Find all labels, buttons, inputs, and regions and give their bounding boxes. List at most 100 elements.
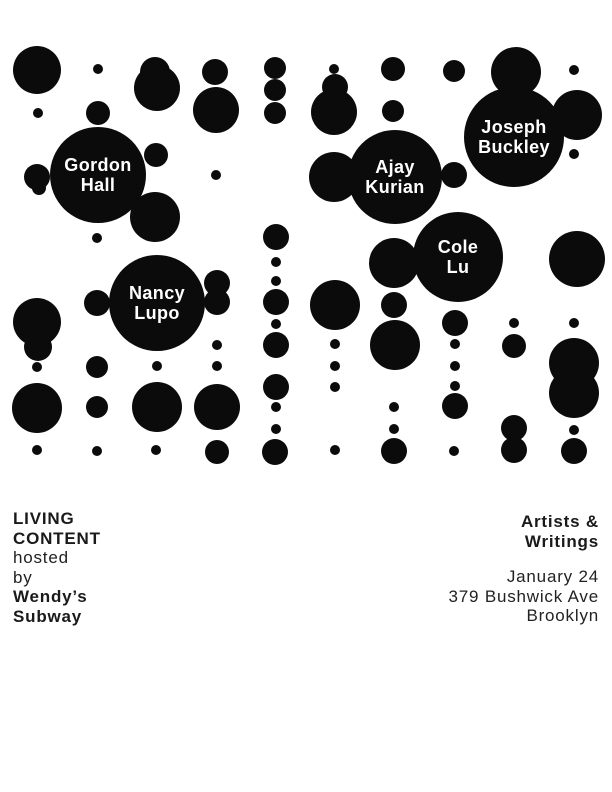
dot [502, 334, 526, 358]
dot [569, 65, 579, 75]
dot [193, 87, 239, 133]
dot [152, 361, 162, 371]
dot [501, 437, 527, 463]
dot [13, 46, 61, 94]
dot [310, 280, 360, 330]
event-title-line-2: Writings [524, 531, 599, 551]
event-hosts: LIVING CONTENT hosted by Wendy’s Subway [13, 509, 101, 626]
dot [263, 332, 289, 358]
dot [330, 361, 340, 371]
dot [202, 59, 228, 85]
hosted-line: hosted [13, 548, 69, 567]
artist-circle-gordon-hall: Gordon Hall [50, 127, 146, 223]
dot [134, 65, 180, 111]
dot [32, 445, 42, 455]
dot [381, 292, 407, 318]
dot [84, 290, 110, 316]
dot [552, 90, 602, 140]
dot [93, 64, 103, 74]
artist-name-joseph-buckley: Joseph Buckley [478, 117, 550, 157]
dot [13, 298, 61, 346]
event-title-line-1: Artists & [520, 512, 599, 531]
dot [501, 415, 527, 441]
dot [211, 170, 221, 180]
dot [491, 47, 541, 97]
dot [132, 382, 182, 432]
dot [330, 445, 340, 455]
dot [263, 374, 289, 400]
dot [330, 382, 340, 392]
dot [92, 446, 102, 456]
dot [271, 424, 281, 434]
artist-circle-joseph-buckley: Joseph Buckley [464, 87, 564, 187]
dot [86, 101, 110, 125]
artist-circle-shape [348, 130, 442, 224]
dot [264, 79, 286, 101]
dot [151, 445, 161, 455]
event-details: Artists & Writings January 24 379 Bushwi… [449, 512, 599, 626]
wendys-subway-line-1: Wendy’s [13, 587, 88, 606]
dot [24, 333, 52, 361]
dot [204, 289, 230, 315]
dot [381, 438, 407, 464]
artist-name-cole-lu: Cole Lu [438, 237, 479, 277]
dot [509, 318, 519, 328]
artist-circle-shape [464, 87, 564, 187]
dot [271, 402, 281, 412]
dot [450, 339, 460, 349]
dot [264, 57, 286, 79]
dot [92, 233, 102, 243]
dot [311, 89, 357, 135]
dot [389, 402, 399, 412]
dot [441, 162, 467, 188]
dot [212, 361, 222, 371]
dot [86, 396, 108, 418]
dot [561, 438, 587, 464]
dot [330, 339, 340, 349]
artist-circle-cole-lu: Cole Lu [413, 212, 503, 302]
dot [569, 318, 579, 328]
artist-circle-shape [50, 127, 146, 223]
dot [130, 192, 180, 242]
dot [442, 310, 468, 336]
living-content-line-1: LIVING [13, 509, 75, 528]
artist-name-gordon-hall: Gordon Hall [64, 155, 131, 195]
artist-circle-ajay-kurian: Ajay Kurian [348, 130, 442, 224]
dot [32, 181, 46, 195]
dot [12, 383, 62, 433]
dot [212, 340, 222, 350]
by-line: by [13, 567, 33, 587]
dot [262, 439, 288, 465]
dot [271, 319, 281, 329]
artist-name-nancy-lupo: Nancy Lupo [129, 283, 185, 323]
artist-circle-shape [109, 255, 205, 351]
artist-name-ajay-kurian: Ajay Kurian [365, 157, 424, 197]
dot [549, 231, 605, 287]
event-city: Brooklyn [526, 606, 599, 625]
dot [370, 320, 420, 370]
dot [382, 100, 404, 122]
dot [442, 393, 468, 419]
living-content-line-2: CONTENT [13, 528, 101, 548]
dot [263, 224, 289, 250]
dot [33, 108, 43, 118]
artist-circle-nancy-lupo: Nancy Lupo [109, 255, 205, 351]
dot [389, 424, 399, 434]
dot [271, 257, 281, 267]
dot [450, 361, 460, 371]
dot [32, 362, 42, 372]
artist-circle-shape [413, 212, 503, 302]
dot [205, 440, 229, 464]
wendys-subway-line-2: Subway [13, 606, 83, 626]
dot [549, 368, 599, 418]
event-date: January 24 [506, 567, 599, 586]
dot [263, 289, 289, 315]
dot [271, 276, 281, 286]
dot [194, 384, 240, 430]
dot [569, 425, 579, 435]
dot [381, 57, 405, 81]
dot [569, 149, 579, 159]
dot [443, 60, 465, 82]
